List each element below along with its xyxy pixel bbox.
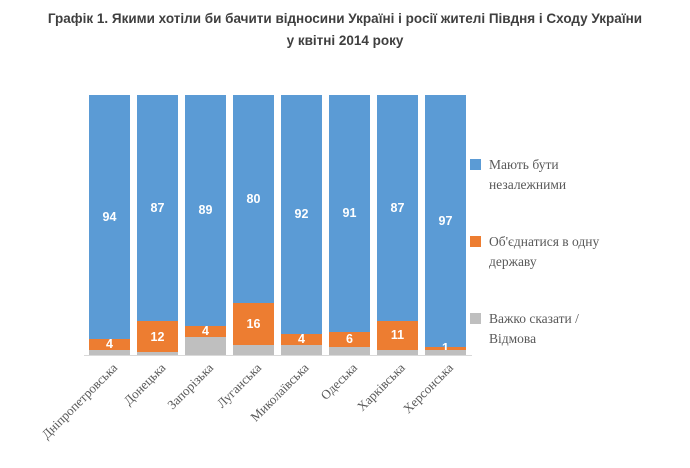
- bar-segment-hard-to-say: [185, 336, 226, 355]
- data-label-independent: 87: [390, 200, 405, 215]
- bar-segment-unite-one-state: 12: [137, 321, 178, 353]
- legend: Мають бути незалежними Об'єднатися в одну д…: [470, 155, 680, 386]
- bar-column-4: 80 16: [233, 95, 274, 355]
- bar-segment-independent: 97: [425, 95, 466, 348]
- data-label-independent: 89: [198, 203, 213, 218]
- legend-item-hard-to-say: Важко сказати / Відмова: [470, 309, 680, 348]
- bar-segment-independent: 89: [185, 95, 226, 327]
- data-label-independent: 91: [342, 206, 357, 221]
- legend-label-independent: Мають бути незалежними: [489, 157, 567, 192]
- data-label-unite-one-state: 11: [390, 328, 405, 343]
- bar-segment-hard-to-say: [425, 349, 466, 355]
- data-label-unite-one-state: 16: [246, 316, 261, 331]
- legend-swatch-hard-to-say: [470, 313, 481, 325]
- chart-title-line2: у квітні 2014 року: [286, 33, 404, 49]
- data-label-independent: 92: [294, 207, 309, 222]
- bar-column-1: 94 4: [89, 95, 130, 355]
- bar-segment-independent: 94: [89, 95, 130, 340]
- plot-area: 94 4 87 12 89 4 80 16 92 4 91 6 87 11 97 1: [89, 95, 466, 355]
- bar-segment-independent: 92: [281, 95, 322, 335]
- bar-segment-independent: 80: [233, 95, 274, 304]
- bar-segment-unite-one-state: 1: [425, 342, 466, 354]
- category-label-2: Донецька: [120, 360, 169, 408]
- bar-column-2: 87 12: [137, 95, 178, 355]
- bar-column-8: 97 1: [425, 95, 466, 355]
- legend-swatch-unite-one-state: [470, 236, 481, 248]
- bar-segment-hard-to-say: [377, 349, 418, 355]
- bar-column-7: 87 11: [377, 95, 418, 355]
- bar-segment-hard-to-say: [137, 352, 178, 355]
- bar-segment-unite-one-state: 4: [185, 324, 226, 339]
- legend-item-unite-one-state: Об'єднатися в одну державу: [470, 232, 680, 271]
- data-label-independent: 80: [246, 191, 261, 206]
- bar-segment-unite-one-state: 4: [281, 332, 322, 347]
- bar-column-3: 89 4: [185, 95, 226, 355]
- data-label-unite-one-state: 4: [202, 324, 209, 339]
- legend-item-independent: Мають бути незалежними: [470, 155, 680, 194]
- data-label-independent: 94: [102, 209, 117, 224]
- bar-segment-unite-one-state: 16: [233, 303, 274, 345]
- bar-segment-hard-to-say: [281, 344, 322, 355]
- data-label-unite-one-state: 4: [298, 332, 305, 347]
- bar-segment-unite-one-state: 11: [377, 321, 418, 350]
- category-label-6: Одеська: [317, 360, 361, 403]
- bar-segment-independent: 91: [329, 95, 370, 332]
- bar-segment-independent: 87: [137, 95, 178, 322]
- legend-label-unite-one-state: Об'єднатися в одну державу: [489, 234, 600, 269]
- chart-title: Графік 1. Якими хотіли би бачити відноси…: [0, 0, 690, 53]
- x-axis-line: [84, 355, 472, 356]
- bar-segment-hard-to-say: [233, 344, 274, 355]
- data-label-independent: 97: [438, 213, 453, 228]
- legend-swatch-independent: [470, 159, 481, 170]
- category-label-8: Херсонська: [399, 360, 457, 417]
- chart-title-line1: Графік 1. Якими хотіли би бачити відноси…: [47, 11, 643, 26]
- bar-column-6: 91 6: [329, 95, 370, 355]
- data-label-unite-one-state: 4: [106, 337, 113, 352]
- data-label-unite-one-state: 1: [442, 341, 449, 356]
- data-label-unite-one-state: 6: [346, 332, 353, 347]
- category-label-3: Запорізька: [164, 360, 217, 413]
- bar-segment-unite-one-state: 6: [329, 331, 370, 348]
- data-label-independent: 87: [150, 200, 165, 215]
- bar-segment-independent: 87: [377, 95, 418, 322]
- bar-segment-hard-to-say: [89, 349, 130, 355]
- bar-segment-unite-one-state: 4: [89, 337, 130, 352]
- category-label-1: Дніпропетровська: [38, 360, 121, 442]
- bar-segment-hard-to-say: [329, 347, 370, 355]
- data-label-unite-one-state: 12: [150, 329, 165, 344]
- bar-column-5: 92 4: [281, 95, 322, 355]
- legend-label-hard-to-say: Важко сказати / Відмова: [489, 311, 579, 346]
